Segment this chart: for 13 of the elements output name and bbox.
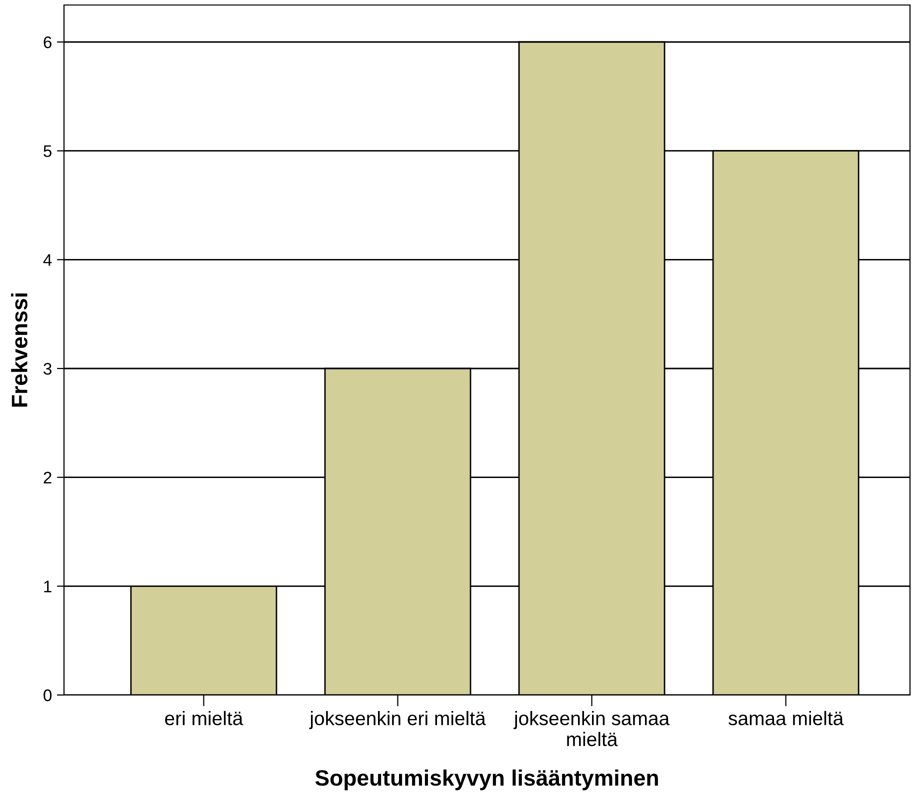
x-axis-title: Sopeutumiskyvyn lisääntyminen: [315, 769, 658, 790]
x-tick-label: jokseenkin samaa mieltä: [513, 710, 670, 746]
y-tick-label: 1: [44, 580, 52, 592]
y-tick-label: 2: [44, 472, 52, 484]
y-tick-label: 5: [44, 145, 52, 158]
y-tick-label: 3: [44, 362, 52, 375]
x-tick-label: eri mieltä: [165, 710, 244, 726]
y-axis-title: Frekvenssi: [11, 294, 28, 407]
y-tick-label: 6: [44, 36, 52, 48]
x-tick-label: samaa mieltä: [728, 710, 844, 726]
x-tick-label: jokseenkin eri mieltä: [309, 710, 486, 730]
y-tick-label: 0: [44, 689, 52, 702]
y-tick-label: 4: [43, 254, 52, 266]
